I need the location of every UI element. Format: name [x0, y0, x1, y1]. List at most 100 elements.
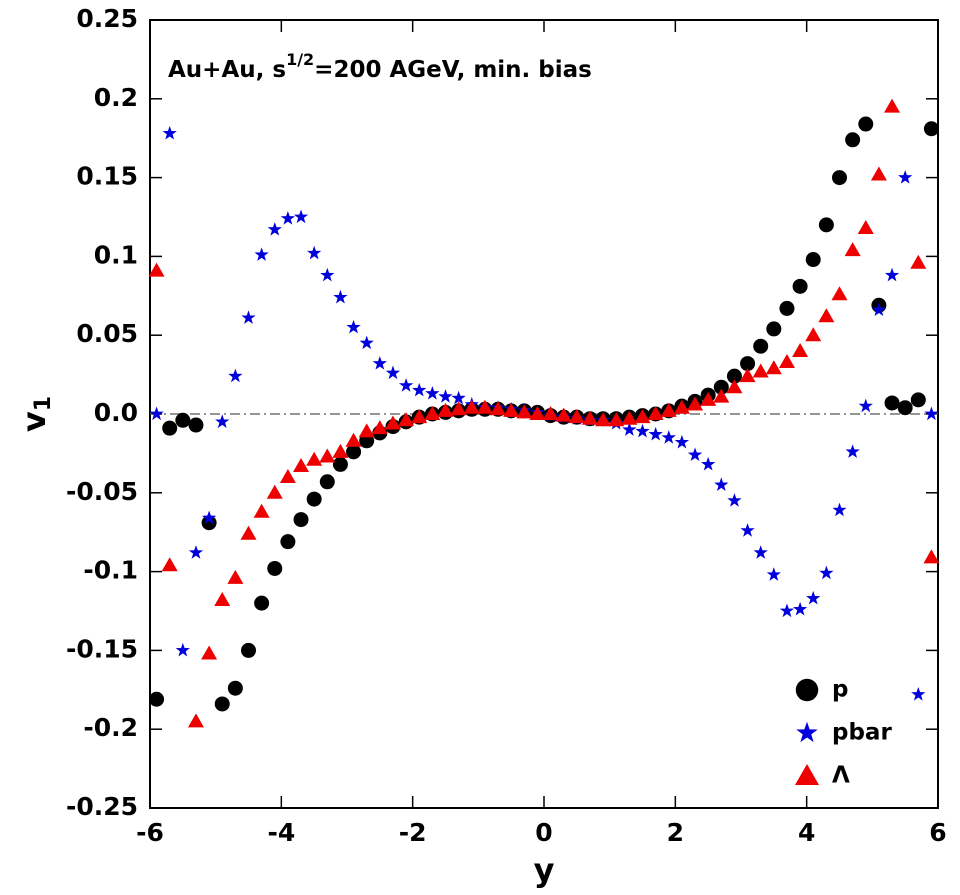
- point: [188, 417, 204, 433]
- point: [346, 319, 361, 334]
- point: [884, 98, 901, 113]
- legend-marker: [795, 678, 819, 702]
- point: [371, 420, 388, 435]
- point: [819, 565, 834, 580]
- point: [635, 423, 650, 438]
- point: [792, 601, 808, 616]
- point: [187, 713, 204, 728]
- point: [424, 406, 441, 420]
- legend-marker: [796, 721, 818, 743]
- point: [608, 412, 625, 427]
- point: [333, 289, 348, 304]
- y-tick-label: -0.2: [83, 713, 138, 742]
- x-tick-label: -6: [136, 818, 164, 847]
- point: [660, 402, 677, 417]
- point: [765, 360, 782, 375]
- point: [740, 356, 756, 372]
- point: [726, 368, 742, 384]
- point: [345, 432, 362, 447]
- point: [266, 484, 283, 499]
- point: [687, 447, 703, 462]
- point: [438, 389, 453, 403]
- point: [858, 116, 874, 132]
- point: [845, 132, 861, 148]
- annotation: Au+Au, s1/2=200 AGeV, min. bias: [168, 50, 592, 83]
- point: [320, 267, 335, 282]
- point: [700, 391, 717, 406]
- annotation-sup: 1/2: [286, 50, 314, 69]
- y-axis-label-main: v: [15, 411, 53, 432]
- point: [844, 242, 861, 257]
- point: [621, 410, 638, 425]
- point: [792, 342, 809, 357]
- point: [673, 399, 690, 414]
- point: [279, 469, 296, 484]
- point: [214, 696, 230, 712]
- x-axis-label: y: [534, 851, 555, 889]
- legend-label: p: [832, 677, 848, 703]
- point: [806, 590, 821, 605]
- y-axis-label-sub: 1: [31, 396, 56, 411]
- point: [149, 691, 165, 707]
- point: [542, 406, 559, 420]
- point: [280, 534, 296, 550]
- point: [412, 382, 427, 397]
- point: [529, 406, 546, 420]
- point: [280, 211, 296, 225]
- point: [214, 591, 231, 606]
- point: [254, 595, 270, 611]
- point: [634, 409, 651, 424]
- point: [898, 170, 913, 184]
- point: [228, 368, 243, 383]
- point: [293, 209, 309, 224]
- annotation-text: =200 AGeV, min. bias: [314, 57, 592, 83]
- point: [713, 379, 729, 395]
- point: [241, 642, 256, 658]
- point: [911, 687, 926, 701]
- y-tick-label: 0.25: [76, 4, 138, 33]
- point: [687, 396, 704, 411]
- point: [201, 515, 217, 531]
- point: [267, 560, 283, 576]
- x-tick-label: -2: [399, 818, 427, 847]
- point: [148, 262, 165, 277]
- legend-label: Λ: [832, 763, 850, 789]
- point: [661, 430, 676, 444]
- point: [701, 456, 716, 471]
- point: [779, 603, 795, 618]
- point: [463, 399, 480, 414]
- point: [713, 388, 730, 403]
- point: [149, 406, 164, 421]
- point: [425, 386, 440, 400]
- y-tick-label: 0.15: [76, 162, 138, 191]
- point: [923, 121, 939, 137]
- point: [897, 400, 913, 416]
- y-tick-label: -0.15: [66, 634, 138, 663]
- point: [831, 286, 848, 301]
- point: [227, 680, 243, 696]
- point: [870, 166, 887, 181]
- point: [293, 458, 310, 473]
- point: [306, 491, 322, 507]
- y-tick-label: 0.0: [94, 398, 138, 427]
- point: [568, 409, 585, 424]
- point: [319, 474, 335, 490]
- legend-marker: [795, 764, 819, 785]
- point: [581, 410, 598, 425]
- y-tick-label: -0.1: [83, 556, 138, 585]
- y-tick-label: -0.05: [66, 477, 138, 506]
- point: [267, 222, 282, 236]
- point: [293, 512, 309, 528]
- point: [845, 444, 860, 458]
- point: [332, 443, 349, 458]
- point: [792, 278, 808, 294]
- point: [254, 247, 269, 261]
- point: [714, 477, 729, 491]
- point: [332, 456, 348, 472]
- point: [858, 398, 873, 413]
- point: [162, 125, 177, 140]
- point: [201, 645, 218, 660]
- x-tick-label: 4: [798, 818, 815, 847]
- point: [871, 302, 887, 317]
